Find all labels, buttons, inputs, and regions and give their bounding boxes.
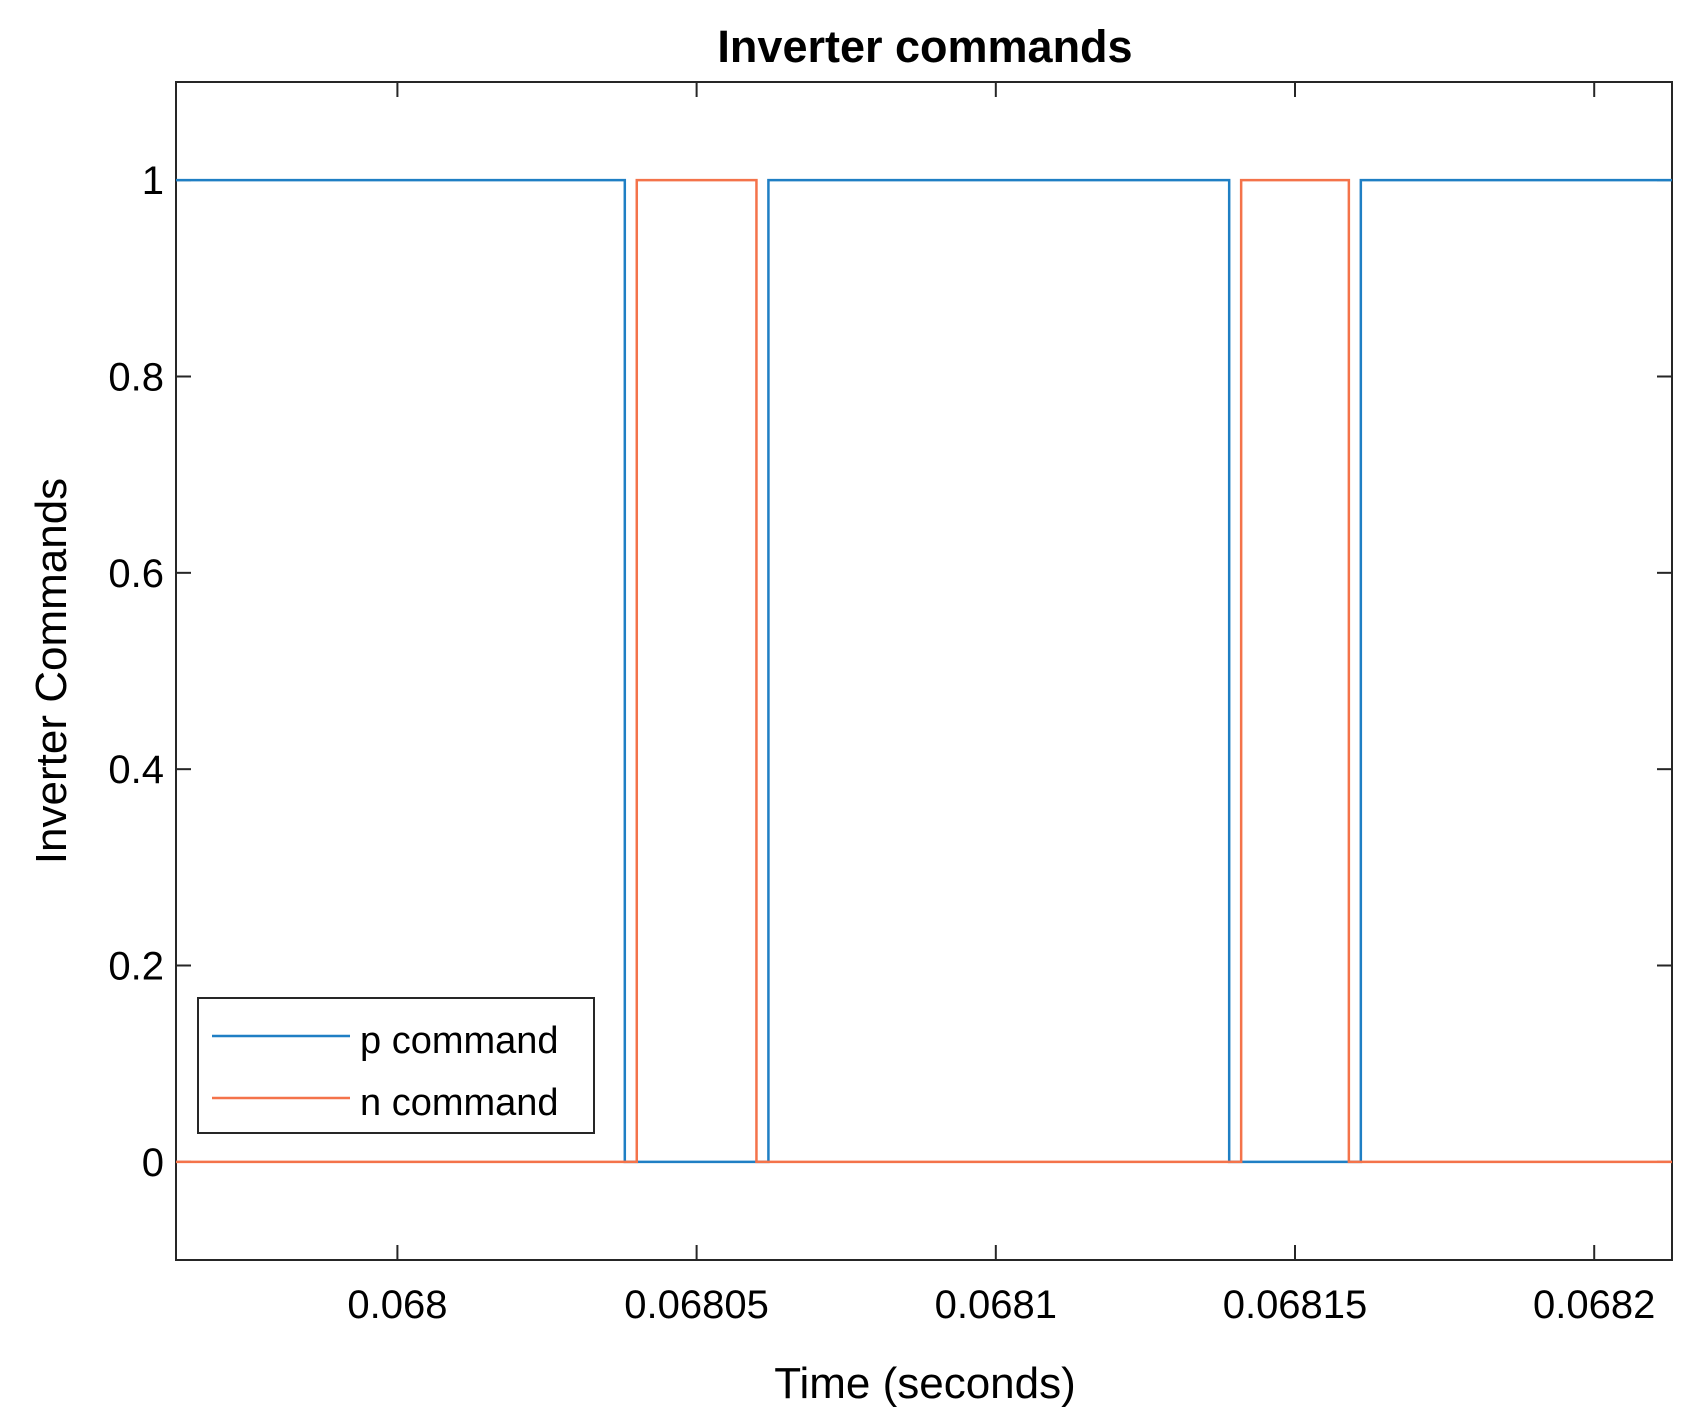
- y-tick-label: 0.4: [108, 748, 164, 792]
- legend: p command n command: [197, 997, 595, 1134]
- y-tick-labels: 0 0.2 0.4 0.6 0.8 1: [108, 159, 164, 1185]
- series-line-n-command: [176, 178, 1672, 1164]
- chart-title: Inverter commands: [717, 21, 1132, 72]
- x-tick-label: 0.06815: [1223, 1283, 1368, 1327]
- legend-box: [197, 997, 595, 1134]
- y-tick-label: 0.8: [108, 356, 164, 400]
- y-tick-label: 0.2: [108, 945, 164, 989]
- x-tick-label: 0.0682: [1533, 1283, 1655, 1327]
- y-tick-label: 1: [142, 159, 164, 203]
- x-tick-label: 0.0681: [935, 1283, 1057, 1327]
- y-axis-label: Inverter Commands: [27, 478, 76, 864]
- y-tick-label: 0.6: [108, 552, 164, 596]
- legend-label-p-command: p command: [360, 1020, 559, 1062]
- series-line-p-command: [176, 178, 1672, 1164]
- x-tick-label: 0.06805: [624, 1283, 769, 1327]
- x-axis-label: Time (seconds): [774, 1359, 1076, 1408]
- legend-label-n-command: n command: [360, 1082, 559, 1124]
- series-lines: [176, 178, 1672, 1164]
- x-tick-label: 0.068: [347, 1283, 447, 1327]
- x-tick-labels: 0.068 0.06805 0.0681 0.06815 0.0682: [347, 1283, 1655, 1327]
- y-tick-label: 0: [142, 1141, 164, 1185]
